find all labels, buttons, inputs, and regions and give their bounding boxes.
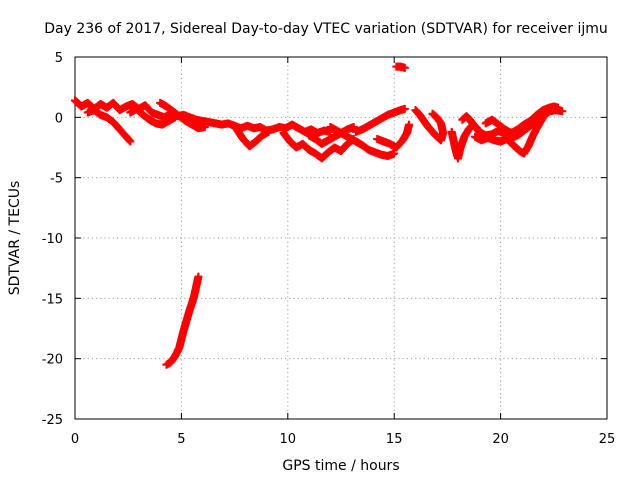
series-track-q (162, 272, 203, 369)
series-track-d (156, 98, 209, 133)
y-tick-label: -10 (42, 232, 63, 247)
series-track-c (126, 104, 180, 129)
data-point (554, 103, 563, 112)
data-point (264, 127, 273, 136)
y-tick-label: 0 (55, 111, 63, 126)
data-points (71, 62, 567, 369)
data-point (194, 272, 203, 281)
y-tick-label: -15 (42, 292, 63, 307)
x-tick-label: 0 (71, 432, 79, 447)
y-tick-label: -5 (50, 172, 63, 187)
data-point (545, 103, 554, 112)
x-tick-label: 15 (386, 432, 403, 447)
series-track-l (411, 106, 448, 145)
series-track-k (392, 62, 409, 72)
y-tick-label: -25 (42, 413, 63, 428)
data-point (200, 122, 209, 131)
chart-title: Day 236 of 2017, Sidereal Day-to-day VTE… (44, 21, 608, 37)
series-track-i (351, 104, 409, 136)
series-track-b (83, 106, 135, 146)
series-track-p (481, 103, 554, 138)
x-tick-label: 10 (280, 432, 297, 447)
series-track-f (279, 129, 358, 163)
data-point (405, 120, 414, 129)
y-axis-label: SDTVAR / TECUs (7, 181, 23, 296)
y-tick-label: -20 (42, 353, 63, 368)
plot-frame (74, 56, 608, 420)
series-track-e (232, 125, 273, 151)
data-point (428, 109, 437, 118)
series-track-j (373, 120, 414, 152)
x-tick-label: 5 (177, 432, 185, 447)
x-axis-label: GPS time / hours (282, 458, 399, 474)
series-track-o (471, 102, 563, 158)
data-point (400, 63, 409, 72)
series-track-h (326, 122, 399, 160)
x-tick-label: 25 (599, 432, 616, 447)
data-point (400, 104, 409, 113)
data-point (558, 107, 567, 116)
data-point (349, 122, 358, 131)
data-point (126, 137, 135, 146)
y-tick-label: 5 (55, 51, 63, 66)
axis-ticks: 0 5 10 15 20 25 5 0 -5 -10 -15 -20 -25 (42, 51, 616, 447)
data-point (390, 149, 399, 158)
x-tick-label: 20 (492, 432, 509, 447)
